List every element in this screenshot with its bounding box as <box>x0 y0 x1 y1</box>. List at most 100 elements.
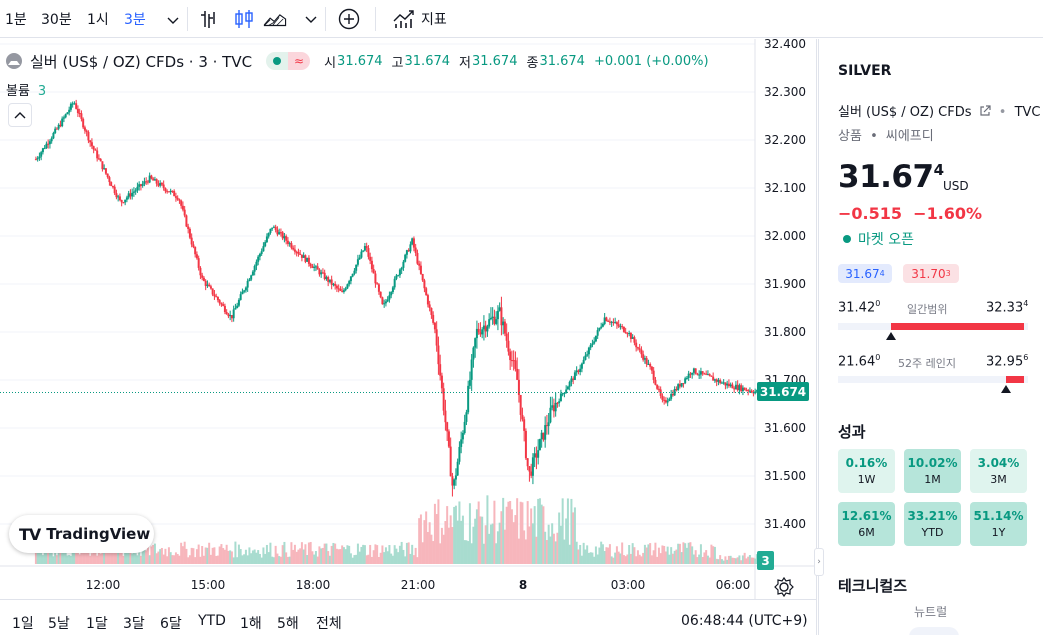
volume-bar <box>610 556 613 564</box>
candle-body <box>402 261 405 268</box>
candle-body <box>286 240 289 244</box>
candle-body <box>236 305 239 309</box>
chevron-down-icon[interactable] <box>298 6 318 32</box>
volume-bar <box>741 555 744 564</box>
range-5d[interactable]: 5날 <box>48 616 70 632</box>
price-chart[interactable]: 32.400 32.300 32.200 32.100 32.000 31.900 31.8… <box>0 39 817 599</box>
perf-ytd[interactable]: 33.21% YTD <box>904 502 961 546</box>
volume-bar <box>337 549 340 564</box>
candle-body <box>271 227 274 229</box>
market-status: 마켓 오픈 <box>843 229 914 249</box>
technicals-title[interactable]: 테크니컬즈 <box>838 577 908 595</box>
candle-body <box>167 191 170 193</box>
range-1m[interactable]: 1달 <box>86 616 108 632</box>
chevron-down-icon[interactable] <box>160 7 180 33</box>
range-6m[interactable]: 6달 <box>160 616 182 632</box>
interval-1m[interactable]: 1분 <box>5 12 27 28</box>
candle-body <box>309 263 312 267</box>
candle-body <box>489 317 492 320</box>
candle-body <box>202 277 205 281</box>
volume-badge: 3 <box>757 551 774 570</box>
volume-bar <box>682 542 685 564</box>
perf-1y[interactable]: 51.14% 1Y <box>970 502 1027 546</box>
candle-body <box>678 384 681 387</box>
volume-bar <box>708 557 711 564</box>
candle-body <box>615 322 618 325</box>
day-range-bar <box>838 323 1028 330</box>
volume-bar <box>652 550 655 564</box>
volume-bar <box>321 547 324 564</box>
external-link-icon[interactable] <box>979 105 991 117</box>
high-label: 고 <box>391 55 404 71</box>
candle-body <box>454 475 457 480</box>
symbol-name[interactable]: 실버 (US$ / OZ) CFDs • TVC <box>838 105 1041 120</box>
interval-3m[interactable]: 3분 <box>124 12 146 28</box>
volume-bar <box>335 548 338 564</box>
volume-bar <box>670 547 673 564</box>
volume-bar <box>584 549 587 564</box>
range-5y[interactable]: 5해 <box>277 616 299 632</box>
candlestick-icon[interactable] <box>231 6 257 32</box>
perf-1m[interactable]: 10.02% 1M <box>904 449 961 493</box>
candle-body <box>430 307 433 315</box>
volume-bar <box>183 541 186 564</box>
candle-body <box>556 402 559 404</box>
volume-bar <box>302 549 305 564</box>
candle-body <box>314 266 317 268</box>
candle-body <box>654 379 657 385</box>
candle-body <box>223 305 226 313</box>
candle-body <box>440 375 443 389</box>
range-1y[interactable]: 1해 <box>240 616 262 632</box>
indicators-icon[interactable] <box>391 6 417 32</box>
tradingview-logo[interactable]: TV TradingView <box>9 515 154 553</box>
candle-body <box>55 128 58 130</box>
candle-body <box>626 333 629 335</box>
candle-body <box>554 402 557 412</box>
chart-settings-icon[interactable] <box>773 576 795 598</box>
volume-bar <box>393 545 396 564</box>
perf-3m[interactable]: 3.04% 3M <box>970 449 1027 493</box>
candle-body <box>370 260 373 270</box>
volume-bar <box>470 543 473 564</box>
volume-bar <box>566 498 569 564</box>
candle-body <box>201 275 204 278</box>
symbol-name-text: 실버 (US$ / OZ) CFDs <box>838 105 972 120</box>
volume-bar <box>341 545 344 564</box>
interval-1h[interactable]: 1시 <box>87 12 109 28</box>
chart-panel[interactable]: 32.400 32.300 32.200 32.100 32.000 31.900 31.8… <box>0 39 817 599</box>
volume-bar <box>101 552 104 564</box>
interval-30m[interactable]: 30분 <box>41 12 72 28</box>
market-status-pill[interactable]: ≈ <box>266 52 311 70</box>
range-ytd[interactable]: YTD <box>198 613 226 629</box>
price-change: −0.515 −1.60% <box>838 204 983 223</box>
range-all[interactable]: 전체 <box>316 616 342 632</box>
sidebar-toggle-button[interactable]: › <box>814 548 824 576</box>
range-1d[interactable]: 1일 <box>12 616 34 632</box>
candle-body <box>754 391 757 394</box>
clock-timezone[interactable]: 06:48:44 (UTC+9) <box>681 613 808 629</box>
range-3m[interactable]: 3달 <box>123 616 145 632</box>
candle-body <box>666 400 669 403</box>
volume-bar <box>353 555 356 564</box>
candle-body <box>209 286 212 289</box>
volume-bar <box>40 551 43 564</box>
collapse-legend-button[interactable] <box>8 103 32 127</box>
candle-body <box>160 182 163 185</box>
candle-body <box>411 238 414 245</box>
area-chart-icon[interactable] <box>262 6 294 32</box>
volume-bar <box>433 503 436 564</box>
candle-body <box>232 309 235 319</box>
bar-chart-icon[interactable] <box>197 6 223 32</box>
candle-body <box>498 307 501 311</box>
volume-bar <box>155 553 158 564</box>
volume-bar <box>514 515 517 564</box>
volume-bar <box>400 541 403 564</box>
volume-bar <box>458 501 461 564</box>
perf-1w[interactable]: 0.16% 1W <box>838 449 895 493</box>
perf-6m[interactable]: 12.61% 6M <box>838 502 895 546</box>
candle-body <box>377 284 380 292</box>
add-compare-icon[interactable] <box>336 6 362 32</box>
volume-bar <box>498 522 501 564</box>
indicators-button[interactable]: 지표 <box>421 12 447 28</box>
symbol-title[interactable]: 실버 (US$ / OZ) CFDs · 3 · TVC <box>30 52 253 71</box>
